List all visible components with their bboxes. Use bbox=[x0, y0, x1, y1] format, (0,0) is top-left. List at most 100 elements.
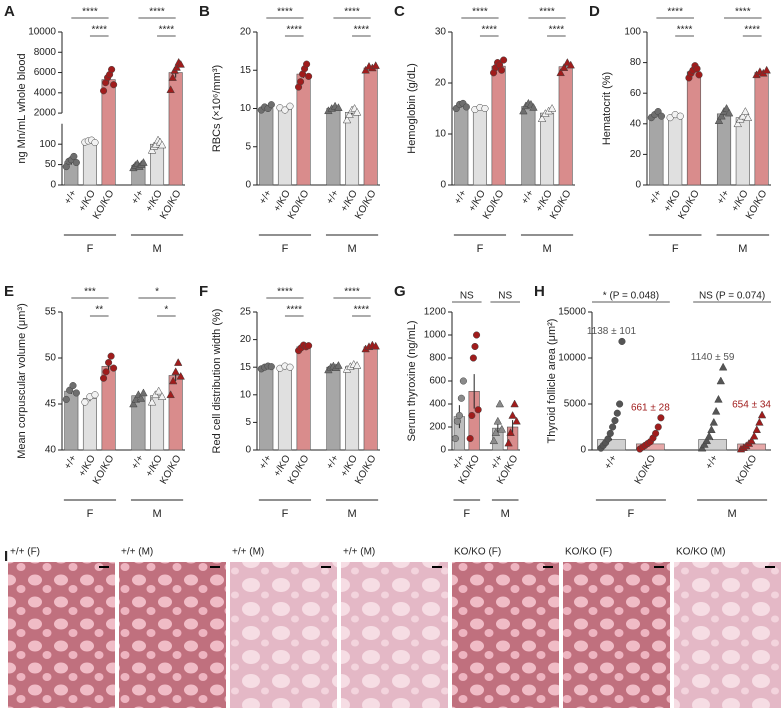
significance-label: **** bbox=[344, 287, 360, 298]
data-point bbox=[305, 72, 313, 80]
data-point bbox=[497, 424, 507, 433]
y-tick-label: 400 bbox=[429, 399, 446, 410]
data-point bbox=[529, 102, 538, 111]
data-point bbox=[707, 425, 716, 434]
significance-label: * bbox=[164, 305, 168, 316]
data-point bbox=[459, 377, 467, 385]
data-point bbox=[506, 428, 515, 436]
data-point bbox=[491, 428, 501, 436]
data-point bbox=[267, 363, 275, 371]
x-tick-label: +/+ bbox=[130, 188, 147, 206]
panel-letter: C bbox=[394, 3, 405, 20]
y-axis-label: Thyroid follicle area (μm²) bbox=[546, 319, 558, 444]
data-point bbox=[171, 367, 180, 376]
data-point bbox=[749, 431, 759, 440]
y-tick-label: 0 bbox=[245, 180, 251, 191]
group-label: M bbox=[542, 243, 551, 255]
data-point bbox=[473, 331, 481, 339]
y-tick-label: 600 bbox=[429, 376, 446, 387]
data-point bbox=[606, 429, 614, 437]
data-point bbox=[62, 395, 70, 403]
data-point bbox=[267, 101, 275, 109]
data-point bbox=[303, 60, 311, 68]
x-tick-label: +/+ bbox=[603, 453, 620, 471]
data-point bbox=[352, 107, 362, 116]
x-tick-label: +/+ bbox=[520, 188, 537, 206]
y-tick-label: 0 bbox=[245, 445, 251, 456]
micrograph-row: +/+ (F) +/+ (M) +/+ (M) +/+ (M) KO/KO (F) KO/… bbox=[8, 547, 781, 708]
panel-letter: I bbox=[4, 548, 8, 565]
micrograph-label: +/+ (F) bbox=[10, 547, 40, 558]
data-point bbox=[139, 158, 148, 166]
data-point bbox=[495, 399, 505, 408]
data-point bbox=[342, 115, 352, 124]
data-point bbox=[147, 145, 157, 154]
data-point bbox=[334, 361, 343, 369]
data-point bbox=[510, 399, 519, 408]
micrograph bbox=[8, 562, 115, 708]
y-tick-label: 100 bbox=[39, 139, 56, 150]
group-label: F bbox=[87, 243, 94, 255]
panel-letter: D bbox=[589, 3, 600, 20]
y-tick-label: 20 bbox=[240, 334, 252, 345]
data-point bbox=[352, 361, 362, 369]
bar bbox=[363, 67, 378, 186]
data-point bbox=[305, 342, 313, 350]
data-point bbox=[559, 63, 569, 71]
data-point bbox=[129, 399, 138, 408]
micrograph-label: +/+ (M) bbox=[121, 547, 153, 558]
group-label: F bbox=[87, 508, 94, 520]
y-tick-label: 50 bbox=[45, 159, 57, 170]
y-axis-label: Mean corpuscular volume (μm³) bbox=[16, 303, 28, 459]
y-tick-label: 8000 bbox=[34, 47, 57, 58]
y-tick-label: 15000 bbox=[558, 307, 586, 318]
micrograph-label: KO/KO (F) bbox=[565, 547, 612, 558]
significance-label: NS bbox=[498, 291, 512, 302]
data-point bbox=[508, 410, 517, 419]
data-point bbox=[173, 358, 183, 366]
y-tick-label: 4000 bbox=[34, 87, 57, 98]
data-point bbox=[108, 65, 116, 74]
significance-label: * (P = 0.048) bbox=[603, 291, 659, 302]
data-point bbox=[724, 108, 734, 117]
micrograph bbox=[674, 562, 781, 708]
data-point bbox=[110, 364, 118, 372]
y-tick-label: 1200 bbox=[424, 307, 447, 318]
y-axis-label: RBCs (×10⁶/mm³) bbox=[211, 65, 223, 152]
bar bbox=[277, 366, 292, 451]
value-label: 1140 ± 59 bbox=[691, 352, 735, 363]
group-label: F bbox=[282, 243, 289, 255]
bar bbox=[259, 366, 274, 451]
y-tick-label: 10000 bbox=[558, 353, 586, 364]
group-label: M bbox=[738, 243, 747, 255]
value-label: 1138 ± 101 bbox=[587, 326, 637, 337]
x-tick-label: +/+ bbox=[648, 188, 665, 206]
bar bbox=[363, 346, 378, 451]
data-point bbox=[72, 389, 80, 397]
y-tick-label: 5 bbox=[245, 141, 251, 152]
data-point bbox=[371, 341, 380, 350]
data-point bbox=[462, 103, 470, 111]
y-tick-label: 25 bbox=[240, 307, 252, 318]
data-point bbox=[334, 103, 343, 111]
data-point bbox=[752, 425, 762, 434]
data-point bbox=[176, 371, 185, 380]
data-point bbox=[469, 354, 477, 362]
significance-label: **** bbox=[539, 7, 555, 18]
significance-label: **** bbox=[354, 305, 370, 316]
x-tick-label: +/+ bbox=[62, 453, 79, 471]
data-point bbox=[693, 65, 701, 73]
data-point bbox=[154, 386, 163, 395]
y-tick-label: 0 bbox=[440, 445, 446, 456]
y-axis-label: Serum thyroxine (ng/mL) bbox=[406, 320, 418, 441]
bar bbox=[82, 398, 97, 451]
data-point bbox=[741, 107, 750, 115]
significance-label: **** bbox=[735, 7, 751, 18]
panel-letter: H bbox=[534, 283, 545, 300]
data-point bbox=[100, 374, 108, 382]
bar bbox=[101, 79, 116, 186]
y-tick-label: 20 bbox=[240, 27, 252, 38]
data-point bbox=[718, 362, 728, 371]
data-point bbox=[70, 152, 78, 160]
